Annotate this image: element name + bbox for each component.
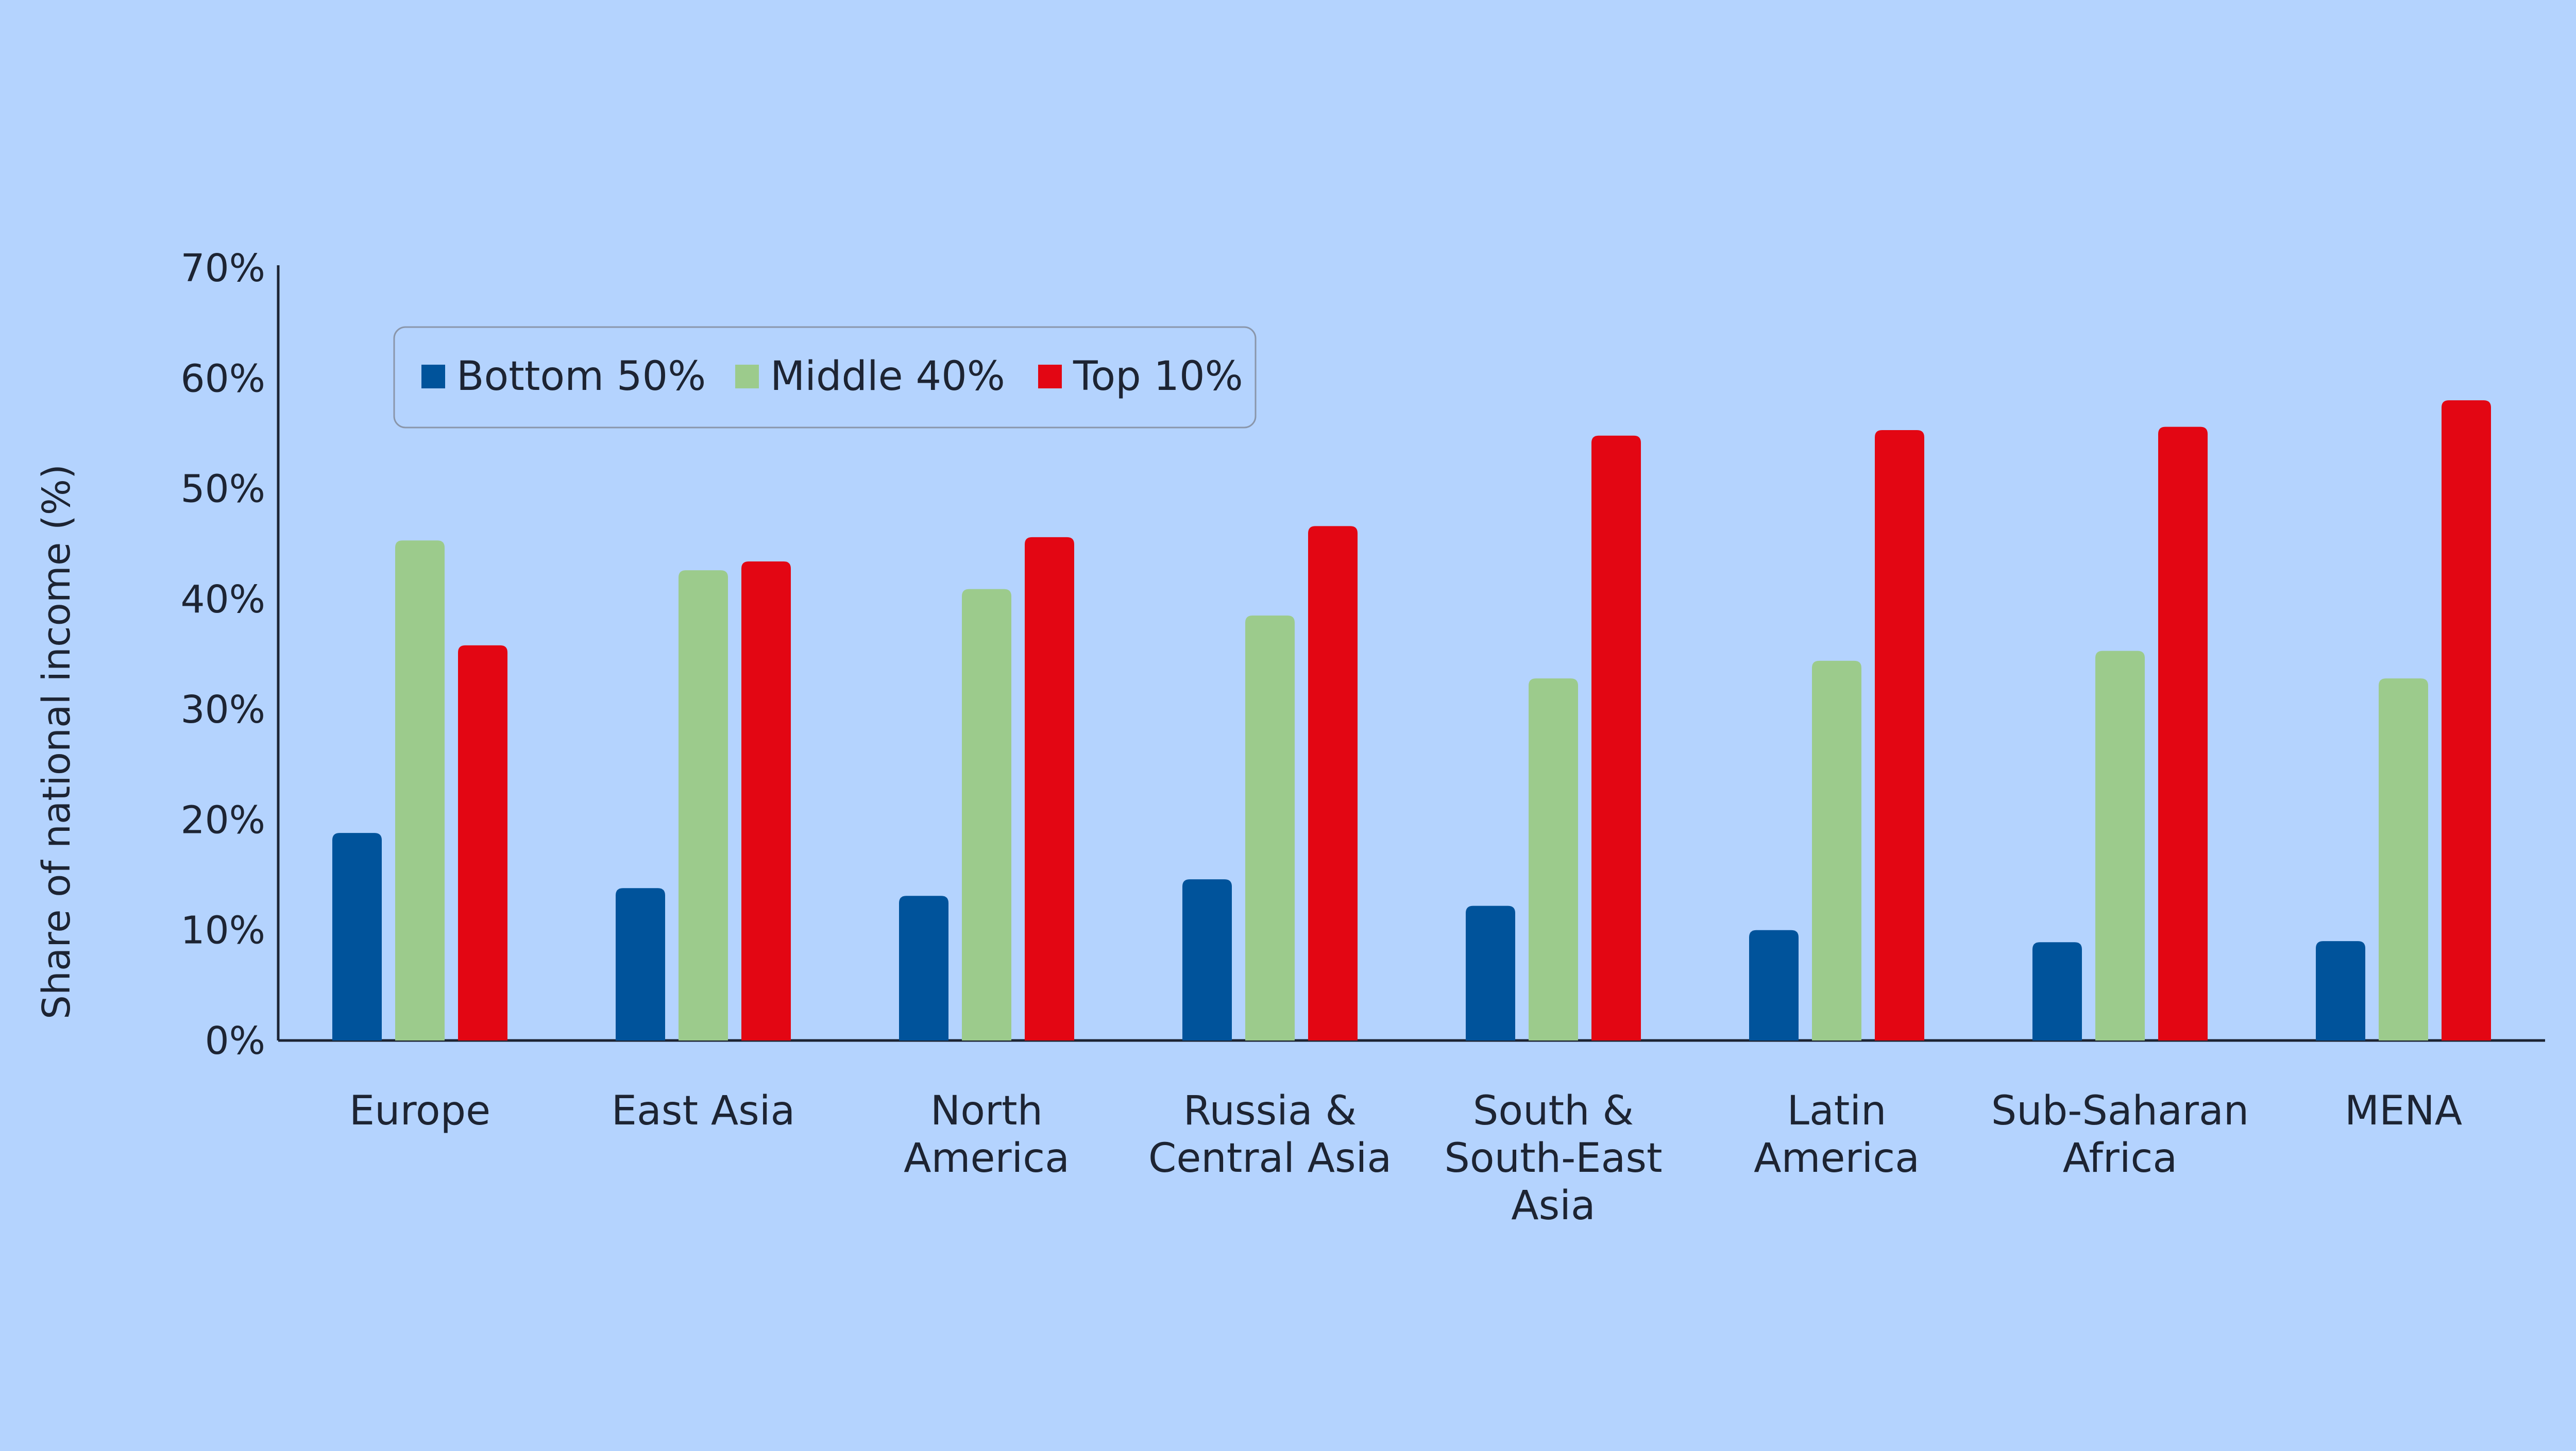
bar-bottom-50 xyxy=(899,896,948,1040)
y-tick-label: 40% xyxy=(181,577,265,622)
bar-top-10 xyxy=(458,645,507,1040)
legend-swatch xyxy=(1038,365,1062,388)
y-tick-label: 30% xyxy=(181,688,265,732)
bar-top-10 xyxy=(1025,537,1074,1040)
y-tick-label: 0% xyxy=(205,1019,265,1063)
y-tick-labels: 0% 10% 20% 30% 40% 50% 60% 70% xyxy=(181,246,265,1063)
x-tick-label: Sub-Saharan xyxy=(1991,1088,2249,1134)
x-tick-label: Africa xyxy=(2063,1135,2177,1182)
y-tick-label: 50% xyxy=(181,467,265,511)
x-tick-label: America xyxy=(1754,1135,1920,1182)
y-tick-label: 70% xyxy=(181,246,265,291)
bar-top-10 xyxy=(1875,430,1924,1040)
legend-label: Top 10% xyxy=(1073,353,1243,400)
x-tick-label: Asia xyxy=(1511,1183,1595,1229)
bar-bottom-50 xyxy=(616,888,665,1040)
legend-box xyxy=(393,326,1257,429)
bar-middle-40 xyxy=(1529,678,1578,1040)
x-tick-label: Central Asia xyxy=(1148,1135,1392,1182)
bar-bottom-50 xyxy=(1466,906,1515,1040)
legend-label: Middle 40% xyxy=(770,353,1005,400)
x-tick-label: North xyxy=(930,1088,1043,1134)
bar-middle-40 xyxy=(395,540,445,1040)
bar-bottom-50 xyxy=(2316,941,2365,1040)
y-axis-title: Share of national income (%) xyxy=(35,464,79,1019)
x-tick-label: South-East xyxy=(1444,1135,1662,1182)
bar-middle-40 xyxy=(2379,678,2428,1040)
legend-items: Bottom 50% Middle 40% Top 10% xyxy=(421,353,1243,400)
bar-top-10 xyxy=(1591,435,1641,1040)
bar-top-10 xyxy=(2442,400,2491,1041)
bar-bottom-50 xyxy=(332,833,382,1040)
legend-label: Bottom 50% xyxy=(456,353,706,400)
bar-top-10 xyxy=(2158,426,2208,1040)
y-tick-label: 20% xyxy=(181,798,265,842)
bar-middle-40 xyxy=(962,589,1011,1040)
y-tick-label: 60% xyxy=(181,356,265,401)
bar-middle-40 xyxy=(2095,651,2145,1040)
y-tick-label: 10% xyxy=(181,909,265,953)
bar-bottom-50 xyxy=(2032,942,2082,1040)
bar-middle-40 xyxy=(1245,616,1295,1040)
legend-swatch xyxy=(735,365,759,388)
x-tick-label: East Asia xyxy=(612,1088,795,1134)
bar-middle-40 xyxy=(1812,660,1861,1040)
bar-middle-40 xyxy=(679,570,728,1040)
bar-bottom-50 xyxy=(1749,930,1799,1040)
bars xyxy=(332,400,2491,1041)
legend-swatch xyxy=(421,365,445,388)
x-tick-label: MENA xyxy=(2345,1088,2462,1134)
bar-top-10 xyxy=(741,561,791,1040)
bar-top-10 xyxy=(1308,526,1358,1040)
x-tick-label: Latin xyxy=(1787,1088,1887,1134)
x-tick-label: South & xyxy=(1473,1088,1634,1134)
x-tick-label: America xyxy=(904,1135,1070,1182)
x-tick-label: Europe xyxy=(349,1088,490,1134)
bar-bottom-50 xyxy=(1182,879,1232,1040)
x-tick-label: Russia & xyxy=(1183,1088,1357,1134)
legend: Bottom 50% Middle 40% Top 10% xyxy=(393,326,1257,429)
